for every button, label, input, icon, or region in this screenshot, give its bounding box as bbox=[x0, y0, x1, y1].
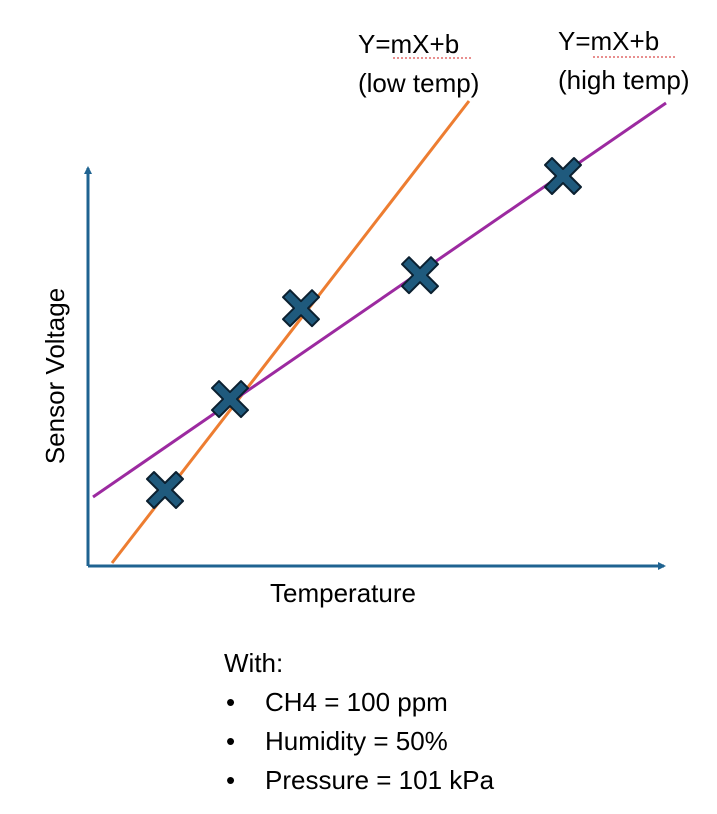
x-axis-title: Temperature bbox=[270, 578, 416, 608]
x-marker-icon bbox=[401, 256, 439, 295]
y-axis-title: Sensor Voltage bbox=[40, 288, 70, 464]
high-temp-label: (high temp) bbox=[558, 65, 690, 95]
condition-pressure: Pressure = 101 kPa bbox=[224, 761, 494, 800]
condition-humidity: Humidity = 50% bbox=[224, 722, 494, 761]
high-temp-fit-line bbox=[92, 101, 667, 499]
conditions-list: CH4 = 100 ppm Humidity = 50% Pressure = … bbox=[224, 683, 494, 800]
x-marker-icon bbox=[211, 380, 249, 419]
conditions-notes: With: CH4 = 100 ppm Humidity = 50% Press… bbox=[224, 644, 494, 800]
low-temp-label: (low temp) bbox=[358, 68, 479, 98]
high-temp-equation: Y=mX+b bbox=[558, 26, 659, 56]
data-point-markers bbox=[146, 157, 582, 509]
x-marker-icon bbox=[282, 289, 320, 328]
sensor-diagram: Y=mX+b (low temp) Y=mX+b (high temp) Tem… bbox=[40, 26, 690, 608]
x-marker-icon bbox=[146, 471, 184, 509]
low-temp-equation: Y=mX+b bbox=[358, 29, 459, 59]
x-marker-icon bbox=[544, 157, 582, 195]
condition-ch4: CH4 = 100 ppm bbox=[224, 683, 494, 722]
notes-heading: With: bbox=[224, 648, 284, 678]
